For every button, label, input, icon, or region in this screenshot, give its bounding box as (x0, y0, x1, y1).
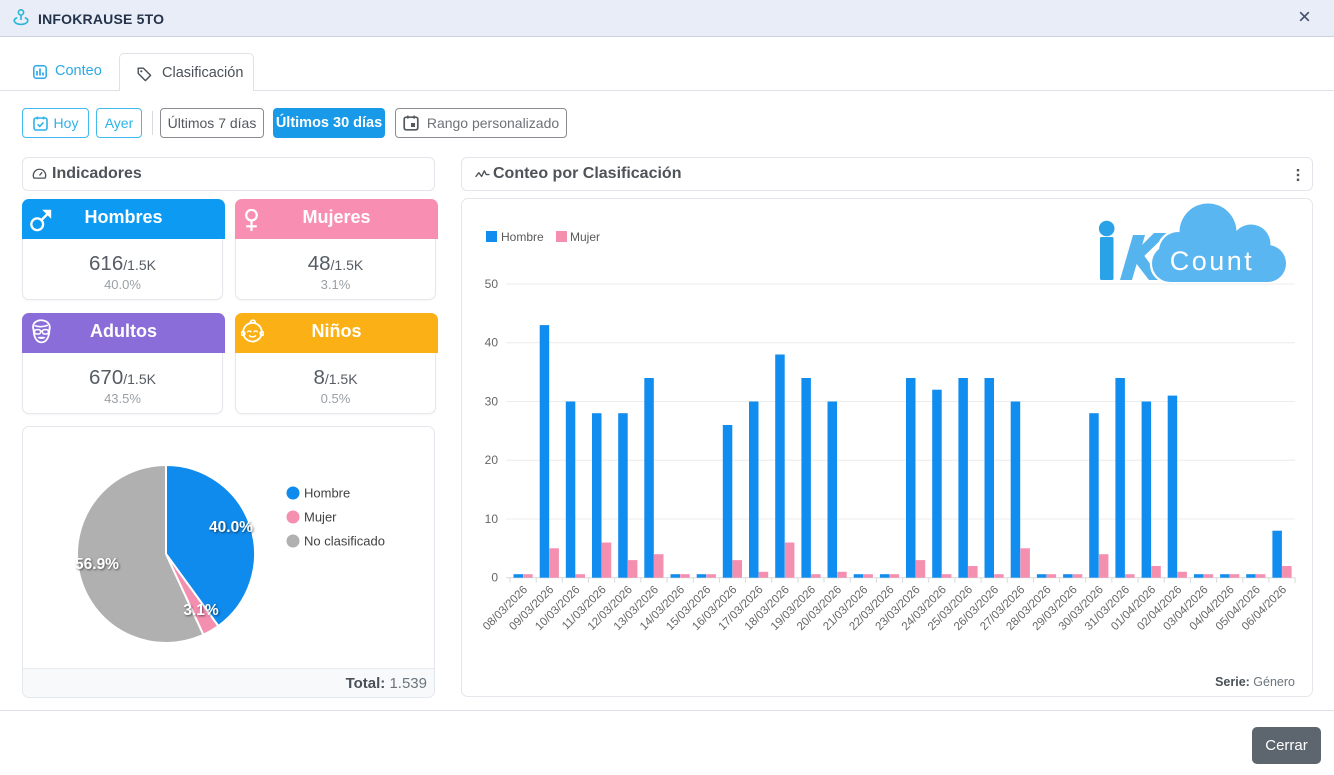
svg-text:Hombre: Hombre (501, 230, 544, 244)
svg-text:Count: Count (1170, 246, 1255, 276)
svg-text:0: 0 (491, 571, 498, 585)
svg-text:Hombre: Hombre (304, 486, 350, 501)
svg-text:20: 20 (485, 453, 499, 467)
svg-text:56.9%: 56.9% (75, 556, 119, 573)
svg-text:40: 40 (485, 336, 499, 350)
svg-text:No clasificado: No clasificado (304, 534, 385, 549)
svg-text:3.1%: 3.1% (183, 602, 219, 619)
svg-text:30: 30 (485, 395, 499, 409)
svg-text:40.0%: 40.0% (209, 519, 253, 536)
svg-text:Mujer: Mujer (304, 510, 337, 525)
svg-text:Serie: Género: Serie: Género (1215, 675, 1295, 689)
svg-text:Mujer: Mujer (570, 230, 600, 244)
svg-text:10: 10 (485, 512, 499, 526)
svg-text:50: 50 (485, 277, 499, 291)
